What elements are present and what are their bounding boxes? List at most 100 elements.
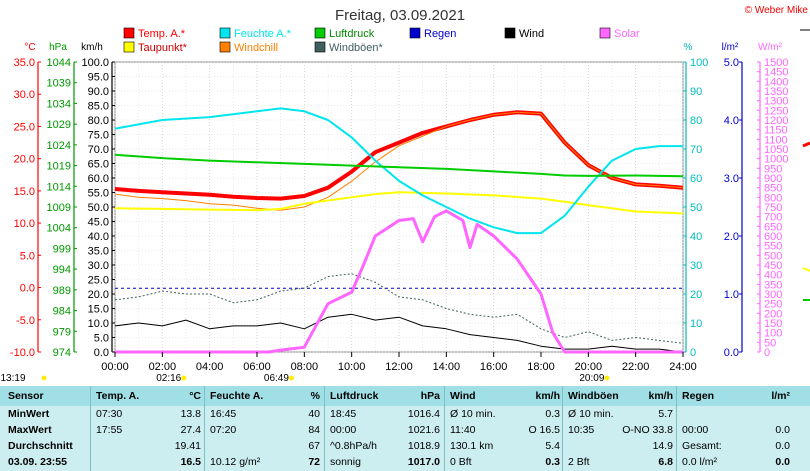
axis-tick-label: 550 — [764, 241, 782, 253]
table-cell: 10.12 g/m² — [210, 456, 261, 468]
axis-tick-label: 50 — [764, 337, 776, 349]
table-cell: 0.3 — [545, 456, 560, 468]
table-cell: 1021.6 — [407, 424, 440, 436]
column-separator — [676, 386, 677, 471]
axis-tick-label: 2.0 — [724, 231, 739, 243]
legend-label: Taupunkt* — [138, 42, 188, 54]
axis-tick-label: 1014 — [47, 181, 71, 193]
chart-legend: Temp. A.* Feuchte A.* Luftdruck Regen Wind So… — [123, 27, 640, 54]
table-cell: % — [310, 390, 320, 402]
table-cell: 1018.9 — [407, 440, 440, 452]
axis-unit-humidity_pct: % — [684, 42, 693, 53]
table-cell: 1017.0 — [407, 456, 440, 468]
x-tick-label: 10:00 — [338, 361, 366, 373]
fragment-red — [802, 141, 810, 148]
column-separator — [444, 386, 445, 471]
table-cell: ^0.8hPa/h — [330, 440, 377, 452]
axis-tick-label: 10.0 — [88, 318, 109, 330]
legend-label: Feuchte A.* — [234, 28, 292, 40]
axis-tick-label: 70 — [690, 144, 702, 156]
axis-tick-label: 1400 — [764, 76, 788, 88]
table-cell: 84 — [308, 424, 320, 436]
time-marker-label: 02:16 — [156, 373, 181, 384]
fragment-yellow — [802, 267, 810, 272]
table-cell: 07:30 — [96, 408, 123, 420]
table-cell: 16:45 — [210, 408, 237, 420]
axis-tick-label: 90 — [690, 86, 702, 98]
axis-tick-label: 5.0 — [20, 250, 35, 262]
x-tick-label: 16:00 — [480, 361, 508, 373]
column-separator — [204, 386, 205, 471]
x-tick-label: 08:00 — [291, 361, 319, 373]
table-cell: km/h — [535, 390, 560, 402]
axis-tick-label: 35.0 — [14, 57, 35, 69]
axis-tick-label: 1250 — [764, 105, 788, 117]
table-cell: 5.4 — [545, 440, 560, 452]
series-line — [114, 313, 684, 353]
time-marker-label: 20:09 — [579, 373, 604, 384]
axis-tick-label: 150 — [764, 318, 782, 330]
sun-marker — [41, 375, 47, 381]
axis-tick-label: 800 — [764, 192, 782, 204]
axis-tick-label: 30 — [690, 260, 702, 272]
axis-tick-label: 984 — [53, 306, 71, 318]
x-axis-ticks: 00:00 02:00 04:00 06:00 08:00 10:00 12:00 14:00… — [101, 352, 697, 373]
table-cell: sonnig — [330, 456, 361, 468]
axis-tick-label: 1200 — [764, 115, 788, 127]
axis-tick-label: 600 — [764, 231, 782, 243]
column-separator — [90, 386, 91, 471]
legend-swatch — [409, 27, 421, 39]
series-line — [114, 191, 684, 215]
table-cell: km/h — [648, 390, 673, 402]
axis-tick-label: 1500 — [764, 57, 788, 69]
axis-tick-label: -5.0 — [16, 315, 35, 327]
legend-swatch — [219, 27, 231, 39]
axis-tick-label: 3.0 — [724, 173, 739, 185]
table-cell: 0.0 l/m² — [682, 456, 718, 468]
copyright-label: © Weber Mike — [745, 5, 809, 16]
time-marker-label: 13:19 — [0, 373, 25, 384]
series-line — [114, 111, 684, 211]
axis-tick-label: 900 — [764, 173, 782, 185]
axis-tick-label: 40 — [690, 231, 702, 243]
table-cell: 5.7 — [658, 408, 673, 420]
table-cell: 14.9 — [652, 440, 673, 452]
axis-tick-label: 80 — [690, 115, 702, 127]
legend-label: Luftdruck — [329, 28, 375, 40]
legend-label: Solar — [614, 28, 640, 40]
axis-tick-label: 40.0 — [88, 231, 109, 243]
axis-unit-rain_lm2: l/m² — [722, 42, 739, 53]
weather-chart: Freitag, 03.09.2021 © Weber Mike Temp. A… — [0, 5, 810, 384]
legend-label: Temp. A.* — [138, 28, 186, 40]
table-cell: O-NO 33.8 — [622, 424, 673, 436]
table-cell: 130.1 km — [450, 440, 494, 452]
axis-tick-label: 60.0 — [88, 173, 109, 185]
axis-unit-wind_kmh: km/h — [81, 42, 103, 53]
table-cell: Sensor — [8, 390, 44, 402]
column-separator — [324, 386, 325, 471]
chart-axes: 35.0 30.0 25.0 20.0 15.0 10.0 5.0 0.0 -5.0 -10.0 1… — [10, 57, 789, 359]
axis-tick-label: 1150 — [764, 125, 788, 137]
axis-tick-label: 100 — [764, 328, 782, 340]
sun-marker — [288, 375, 294, 381]
axis-tick-label: 850 — [764, 183, 782, 195]
axis-tick-label: 35.0 — [88, 246, 109, 258]
axis-tick-label: 1350 — [764, 86, 788, 98]
axis-tick-label: 15.0 — [88, 304, 109, 316]
table-cell: 67 — [308, 440, 320, 452]
x-tick-label: 14:00 — [433, 361, 461, 373]
axis-tick-label: 1050 — [764, 144, 788, 156]
time-marker-label: 06:49 — [264, 373, 289, 384]
axis-tick-label: 950 — [764, 163, 782, 175]
table-cell: hPa — [420, 390, 440, 402]
table-cell: 40 — [308, 408, 320, 420]
table-cell: Luftdruck — [330, 390, 379, 402]
table-cell: 0.0 — [775, 424, 790, 436]
series-line — [114, 107, 683, 235]
x-tick-label: 00:00 — [101, 361, 129, 373]
axis-tick-label: 1019 — [47, 161, 71, 173]
axis-tick-label: 10.0 — [14, 218, 35, 230]
table-cell: 1016.4 — [407, 408, 440, 420]
axis-tick-label: 1034 — [47, 98, 71, 110]
axis-tick-label: 400 — [764, 270, 782, 282]
